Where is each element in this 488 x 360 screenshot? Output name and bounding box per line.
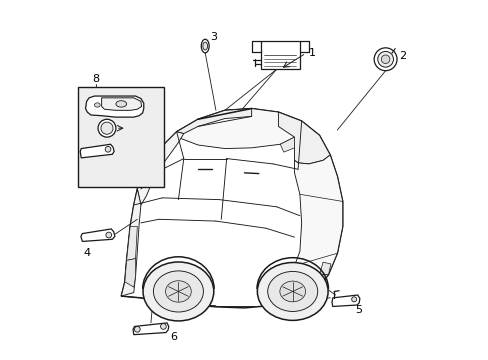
Text: 2: 2: [398, 51, 406, 61]
Ellipse shape: [201, 39, 209, 53]
Bar: [78, 87, 164, 187]
Text: 9: 9: [127, 123, 135, 133]
Text: 4: 4: [83, 248, 90, 258]
Circle shape: [101, 122, 113, 134]
Circle shape: [106, 232, 111, 238]
Polygon shape: [121, 109, 342, 308]
Polygon shape: [102, 98, 142, 111]
Ellipse shape: [143, 262, 213, 321]
Text: 7: 7: [83, 137, 90, 147]
Polygon shape: [124, 258, 135, 287]
Circle shape: [381, 55, 389, 64]
Ellipse shape: [257, 262, 327, 320]
Ellipse shape: [153, 271, 203, 312]
Polygon shape: [283, 266, 328, 301]
Circle shape: [134, 327, 140, 332]
Polygon shape: [331, 295, 359, 306]
Text: 3: 3: [209, 32, 216, 42]
Circle shape: [373, 48, 396, 71]
Polygon shape: [280, 137, 294, 152]
Circle shape: [377, 51, 393, 67]
Polygon shape: [80, 144, 114, 158]
Ellipse shape: [267, 271, 317, 311]
Polygon shape: [126, 226, 137, 260]
Ellipse shape: [94, 103, 100, 107]
Ellipse shape: [279, 281, 305, 302]
Text: 8: 8: [93, 74, 100, 84]
Circle shape: [98, 119, 116, 137]
Text: 6: 6: [170, 332, 177, 342]
Polygon shape: [319, 262, 330, 275]
Circle shape: [105, 147, 111, 152]
Text: 1: 1: [308, 48, 315, 58]
Polygon shape: [85, 96, 143, 117]
Circle shape: [351, 297, 356, 302]
Ellipse shape: [116, 101, 126, 107]
Ellipse shape: [203, 42, 207, 50]
Polygon shape: [137, 132, 183, 205]
Polygon shape: [133, 323, 168, 335]
Polygon shape: [176, 109, 301, 149]
FancyBboxPatch shape: [260, 41, 299, 69]
Text: 5: 5: [354, 305, 362, 315]
Polygon shape: [121, 189, 141, 296]
Circle shape: [160, 324, 166, 329]
Polygon shape: [283, 155, 342, 301]
Polygon shape: [81, 229, 115, 242]
Ellipse shape: [165, 281, 191, 302]
Polygon shape: [278, 112, 329, 164]
Polygon shape: [176, 109, 251, 134]
